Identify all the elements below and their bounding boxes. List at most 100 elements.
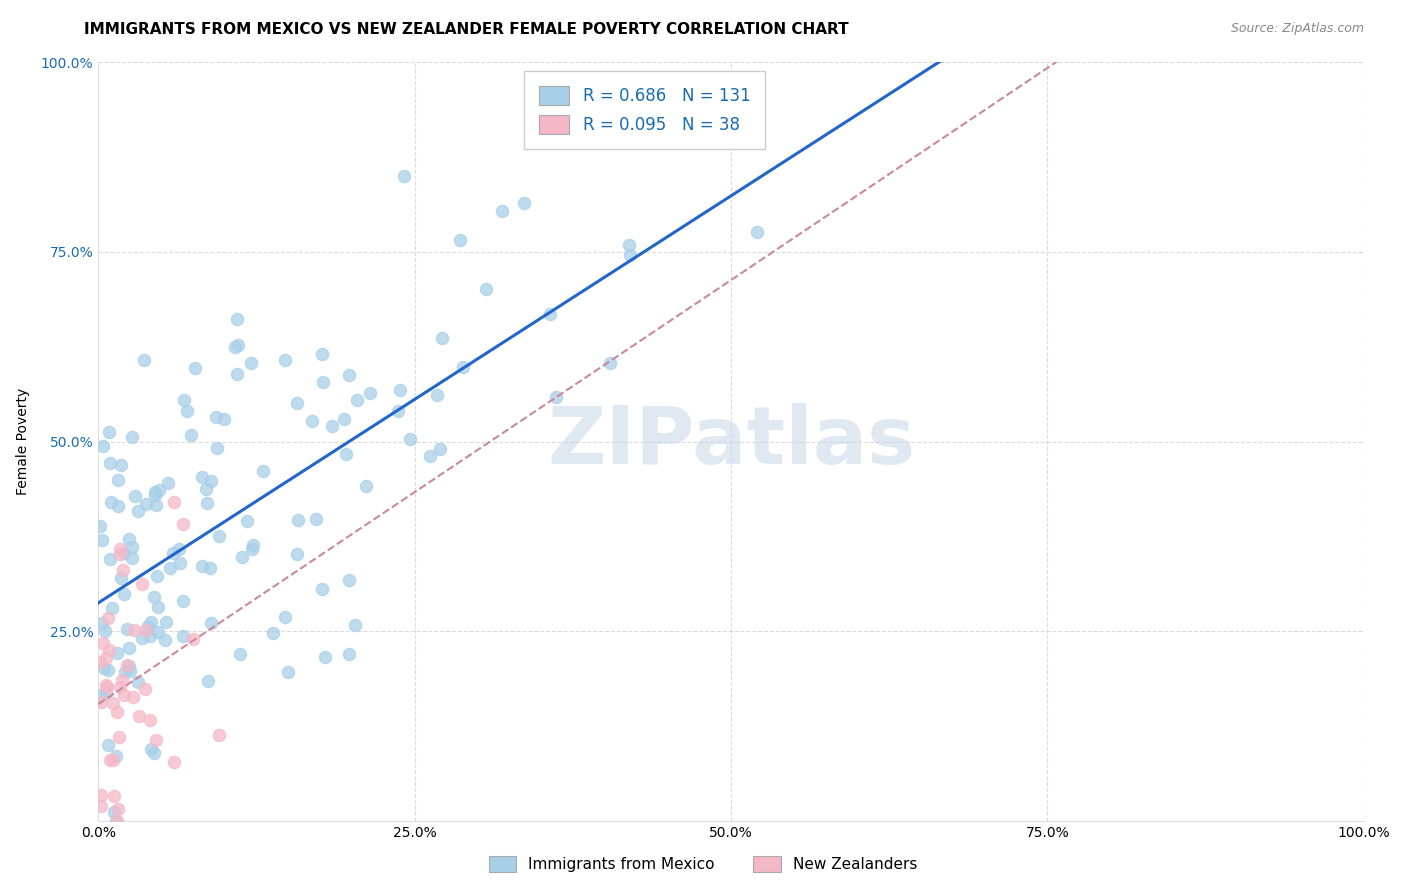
Point xyxy=(155,633,177,648)
Point xyxy=(138,618,160,632)
Point xyxy=(426,388,449,402)
Point xyxy=(118,640,141,655)
Point xyxy=(134,682,156,697)
Point xyxy=(242,538,264,552)
Point xyxy=(172,516,194,531)
Point xyxy=(143,488,166,502)
Point xyxy=(207,529,229,543)
Point xyxy=(419,450,441,464)
Point xyxy=(311,347,333,361)
Point xyxy=(333,411,356,425)
Point xyxy=(90,799,112,814)
Point xyxy=(94,624,117,638)
Point xyxy=(301,414,323,428)
Point xyxy=(124,624,146,638)
Point xyxy=(128,709,150,723)
Point xyxy=(97,610,120,624)
Point xyxy=(142,591,165,605)
Y-axis label: Female Poverty: Female Poverty xyxy=(15,388,30,495)
Point xyxy=(274,610,297,624)
Point xyxy=(114,665,136,680)
Point xyxy=(112,587,135,601)
Point xyxy=(191,558,214,573)
Point xyxy=(105,749,128,764)
Point xyxy=(94,677,117,691)
Point xyxy=(121,430,143,444)
Point xyxy=(90,695,112,709)
Point xyxy=(449,233,471,247)
Point xyxy=(110,542,132,557)
Point xyxy=(277,665,299,679)
Point xyxy=(145,569,167,583)
Point xyxy=(184,360,207,375)
Point xyxy=(139,742,162,756)
Point xyxy=(118,659,141,673)
Point xyxy=(321,418,343,433)
Point xyxy=(127,674,149,689)
Point xyxy=(172,593,194,607)
Point xyxy=(389,383,412,397)
Point xyxy=(143,484,166,499)
Text: ZIPatlas: ZIPatlas xyxy=(547,402,915,481)
Point xyxy=(619,248,641,262)
Point xyxy=(101,696,124,710)
Point xyxy=(98,552,121,566)
Point xyxy=(108,730,131,744)
Point xyxy=(91,439,114,453)
Point xyxy=(163,495,186,509)
Point xyxy=(599,356,621,370)
Point xyxy=(139,713,162,727)
Point xyxy=(429,442,451,457)
Point xyxy=(337,647,360,661)
Point xyxy=(105,814,128,828)
Point xyxy=(198,561,221,575)
Point xyxy=(96,680,118,694)
Point xyxy=(111,563,134,577)
Point xyxy=(387,404,409,418)
Point xyxy=(94,685,117,699)
Point xyxy=(139,630,162,644)
Point xyxy=(94,651,117,665)
Point xyxy=(89,655,111,669)
Point xyxy=(101,601,124,615)
Point xyxy=(148,483,170,498)
Text: Source: ZipAtlas.com: Source: ZipAtlas.com xyxy=(1230,22,1364,36)
Point xyxy=(90,533,112,548)
Legend: Immigrants from Mexico, New Zealanders: Immigrants from Mexico, New Zealanders xyxy=(481,848,925,880)
Point xyxy=(135,497,157,511)
Point xyxy=(142,746,165,760)
Point xyxy=(491,203,513,218)
Point xyxy=(162,546,184,560)
Point xyxy=(311,582,333,596)
Point xyxy=(124,489,146,503)
Point xyxy=(100,495,122,509)
Point xyxy=(205,441,228,455)
Point xyxy=(131,577,153,591)
Point xyxy=(97,663,120,677)
Point xyxy=(96,738,118,752)
Text: IMMIGRANTS FROM MEXICO VS NEW ZEALANDER FEMALE POVERTY CORRELATION CHART: IMMIGRANTS FROM MEXICO VS NEW ZEALANDER … xyxy=(84,22,849,37)
Point xyxy=(181,632,204,646)
Point xyxy=(103,805,125,820)
Point xyxy=(240,542,263,557)
Point xyxy=(314,649,336,664)
Point xyxy=(229,647,252,661)
Point xyxy=(118,532,141,546)
Point xyxy=(98,753,121,767)
Point xyxy=(169,556,191,570)
Point xyxy=(135,623,157,637)
Point xyxy=(191,470,214,484)
Point xyxy=(132,353,155,368)
Point xyxy=(195,496,218,510)
Point xyxy=(252,464,274,478)
Point xyxy=(212,411,235,425)
Point xyxy=(146,600,169,615)
Point xyxy=(224,341,246,355)
Point xyxy=(235,514,257,528)
Point xyxy=(127,504,149,518)
Point xyxy=(107,473,129,487)
Point xyxy=(105,646,128,660)
Point xyxy=(337,368,360,383)
Point xyxy=(544,390,567,404)
Point xyxy=(115,622,138,636)
